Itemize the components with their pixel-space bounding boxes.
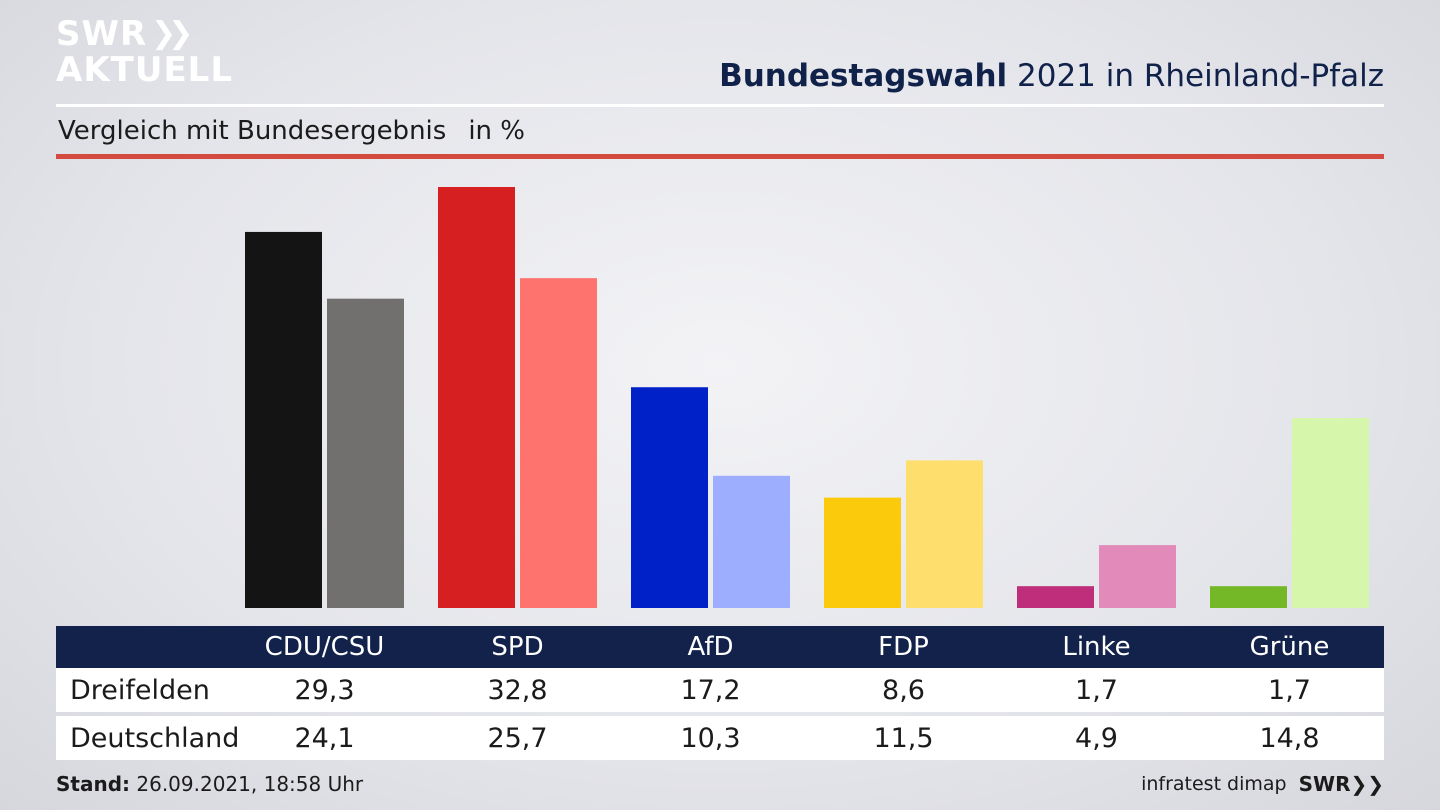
double-chevron-icon: ❯❯ [1350, 772, 1384, 796]
title-rest: 2021 in Rheinland-Pfalz [1007, 58, 1384, 94]
title-divider [56, 104, 1384, 107]
source-credit: infratest dimap SWR❯❯ [1141, 772, 1384, 796]
value-cell-dreifelden-linke: 1,7 [1075, 674, 1118, 706]
value-cell-deutschland-spd: 25,7 [487, 722, 548, 754]
value-cell-dreifelden-cdu-csu: 29,3 [294, 674, 355, 706]
header-cell-spd: SPD [491, 632, 544, 662]
header-cell-cdu-csu: CDU/CSU [264, 632, 385, 662]
bar-gr-ne-deutschland [1292, 418, 1369, 608]
value-cell-deutschland-gr-ne: 14,8 [1259, 722, 1320, 754]
table-header: CDU/CSU SPD AfD FDP Linke Grüne [56, 626, 1384, 668]
swr-logo-small: SWR❯❯ [1298, 772, 1384, 796]
source-label: infratest dimap [1141, 773, 1287, 795]
timestamp: Stand: 26.09.2021, 18:58 Uhr [56, 772, 363, 796]
header-cell-afd: AfD [687, 632, 734, 662]
bar-fdp-deutschland [906, 460, 983, 608]
table-row-dreifelden: Dreifelden 29,3 32,8 17,2 8,6 1,7 1,7 [56, 668, 1384, 712]
value-cell-dreifelden-gr-ne: 1,7 [1268, 674, 1311, 706]
value-cell-deutschland-fdp: 11,5 [873, 722, 934, 754]
value-cell-deutschland-linke: 4,9 [1075, 722, 1118, 754]
row-label-deutschland: Deutschland [70, 722, 240, 754]
stand-label: Stand: [56, 772, 131, 796]
value-cell-deutschland-afd: 10,3 [680, 722, 741, 754]
results-table: CDU/CSU SPD AfD FDP Linke Grüne Dreifelden 29,… [56, 626, 1384, 760]
value-cell-dreifelden-afd: 17,2 [680, 674, 741, 706]
bar-spd-dreifelden [438, 187, 515, 608]
bar-afd-deutschland [713, 475, 790, 608]
chart-subtitle: Vergleich mit Bundesergebnis in % [58, 116, 525, 146]
bar-linke-dreifelden [1017, 586, 1094, 608]
bar-cdu-csu-dreifelden [245, 231, 322, 609]
table-row-deutschland: Deutschland 24,1 25,7 10,3 11,5 4,9 14,8 [56, 716, 1384, 760]
value-cell-deutschland-cdu-csu: 24,1 [294, 722, 355, 754]
header-cell-gr-ne: Grüne [1249, 632, 1330, 662]
swr-aktuell-logo: SWR ❯❯ AKTUELL [56, 14, 234, 90]
bar-afd-dreifelden [631, 387, 708, 608]
bar-linke-deutschland [1099, 545, 1176, 608]
header-cell-linke: Linke [1062, 632, 1131, 662]
title-bold: Bundestagswahl [719, 58, 1008, 94]
value-cell-dreifelden-spd: 32,8 [487, 674, 548, 706]
page-title: Bundestagswahl 2021 in Rheinland-Pfalz [719, 58, 1384, 94]
unit-label: in % [468, 116, 525, 146]
bar-cdu-csu-deutschland [327, 298, 404, 608]
value-cell-dreifelden-fdp: 8,6 [882, 674, 925, 706]
stand-value: 26.09.2021, 18:58 Uhr [130, 772, 364, 796]
row-label-dreifelden: Dreifelden [70, 674, 210, 706]
header-cell-fdp: FDP [878, 632, 929, 662]
subtitle-text: Vergleich mit Bundesergebnis [58, 116, 447, 146]
bar-fdp-dreifelden [824, 497, 901, 608]
bar-spd-deutschland [520, 278, 597, 608]
subtitle-divider [56, 154, 1384, 159]
bar-gr-ne-dreifelden [1210, 586, 1287, 608]
